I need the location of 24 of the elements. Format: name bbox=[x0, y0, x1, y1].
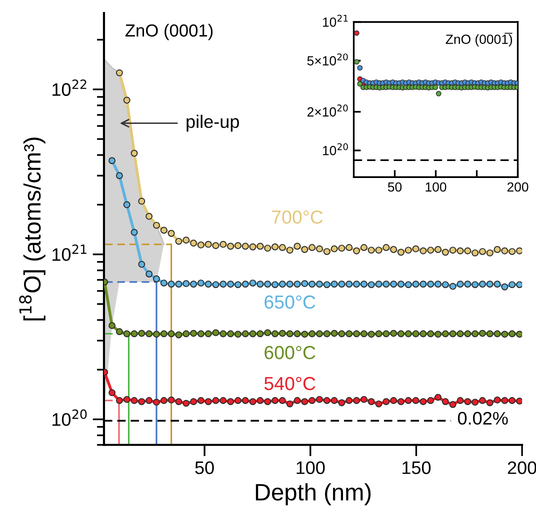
y-tick-label: 10$^{20}$ bbox=[52, 409, 87, 426]
annotation: ZnO (0001) bbox=[125, 24, 213, 40]
annotation: 0.02% bbox=[458, 412, 508, 425]
y-tick-label: 2×10$^{20}$ bbox=[307, 104, 348, 117]
annotation: pile-up bbox=[186, 114, 239, 132]
y-tick-label: 10$^{22}$ bbox=[52, 79, 86, 96]
y-tick-label: 10$^{21}$ bbox=[52, 244, 86, 261]
y-tick-label: 10$^{21}$ bbox=[322, 14, 348, 27]
x-tick-label: 150 bbox=[402, 461, 431, 474]
x-tick-label: 200 bbox=[508, 461, 536, 474]
annotation: ZnO (0001̅) bbox=[446, 32, 512, 47]
series-label: 540°C bbox=[264, 376, 316, 390]
x-tick-label: 100 bbox=[426, 182, 446, 192]
x-axis-title: Depth (nm) bbox=[256, 483, 371, 506]
x-tick-label: 50 bbox=[388, 182, 402, 192]
y-tick-label: 5×10$^{20}$ bbox=[307, 53, 348, 66]
series-label: 700°C bbox=[272, 210, 323, 224]
series-label: 600°C bbox=[264, 346, 316, 360]
x-tick-label: 50 bbox=[195, 461, 214, 474]
series-label: 650°C bbox=[264, 295, 316, 309]
x-tick-label: 200 bbox=[507, 182, 528, 192]
y-tick-label: 10$^{20}$ bbox=[322, 143, 348, 156]
x-tick-label: 100 bbox=[296, 461, 325, 474]
y-axis-title: [$^{18}$O] (atoms/cm³) bbox=[19, 138, 46, 320]
